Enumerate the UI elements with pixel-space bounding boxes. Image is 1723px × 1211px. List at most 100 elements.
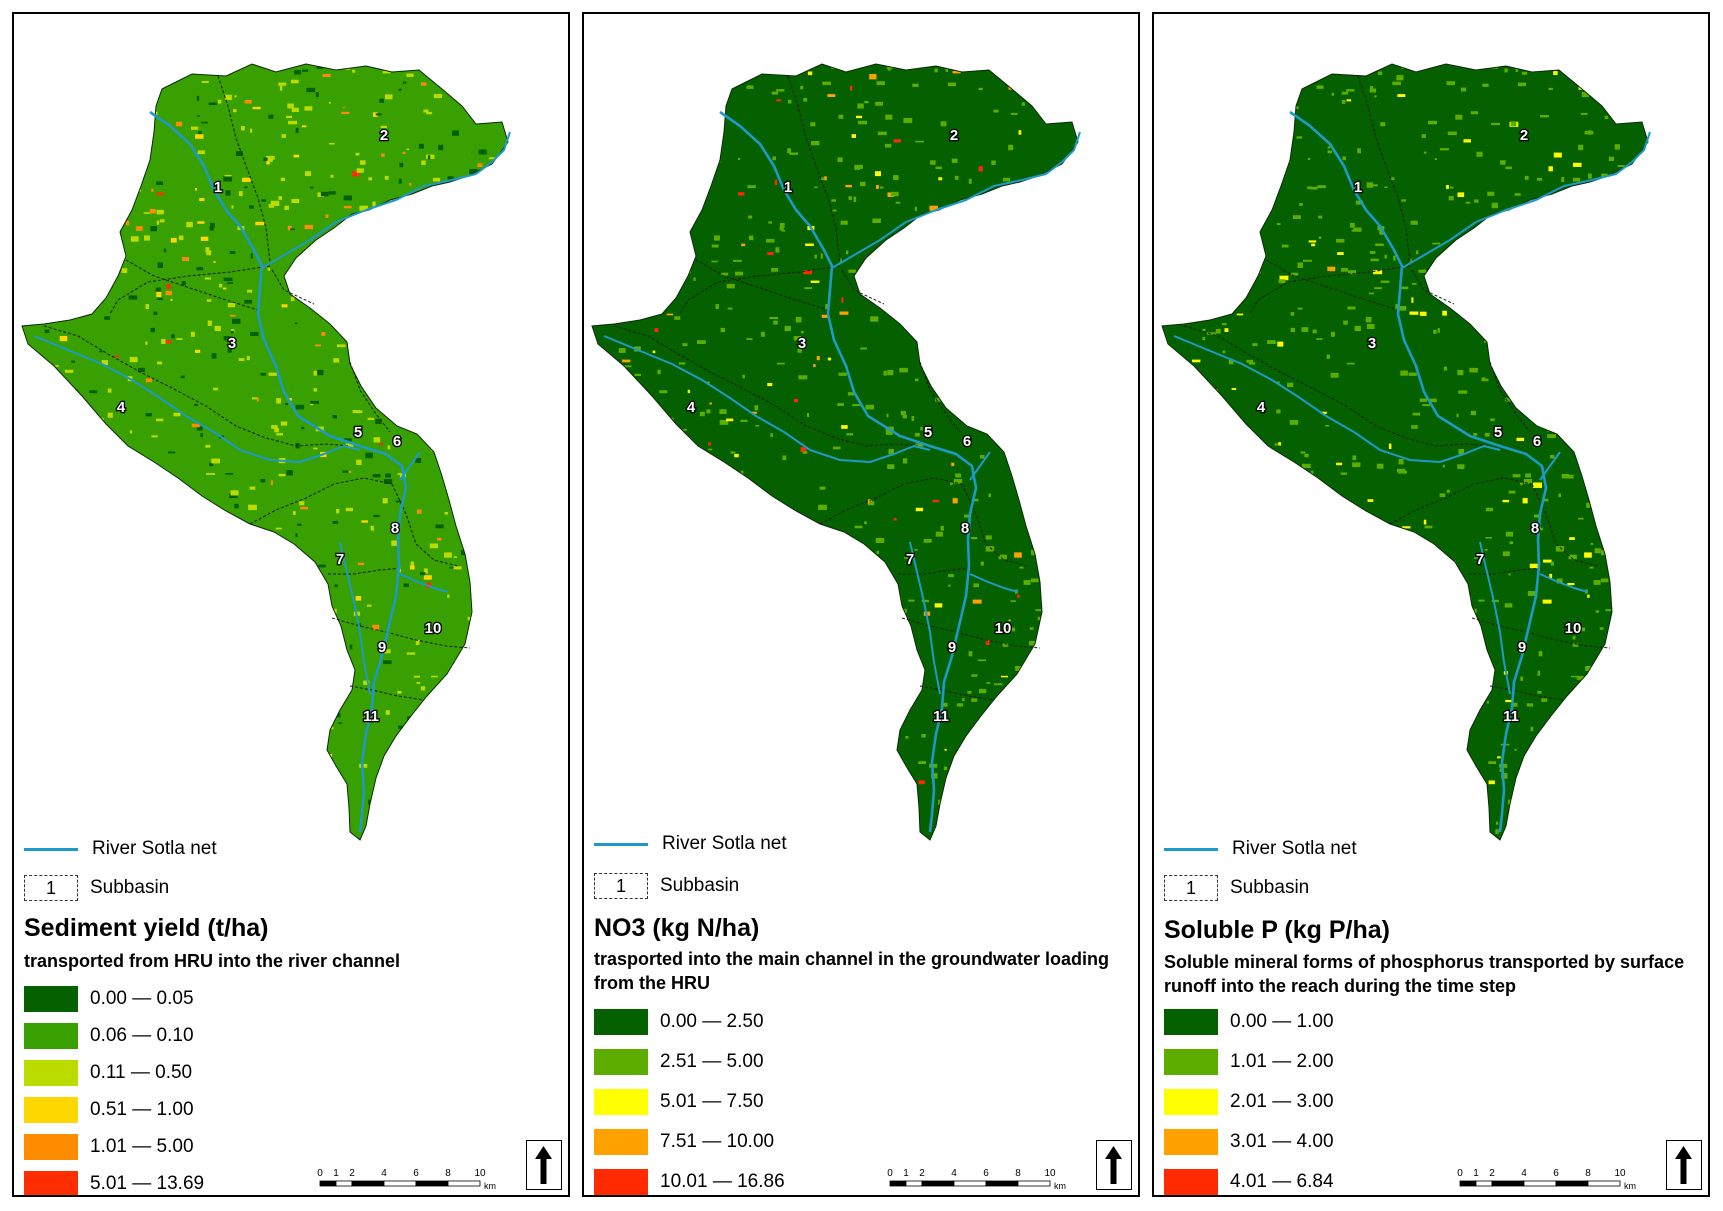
river-line-symbol — [24, 847, 78, 851]
subbasin-boundary — [613, 325, 921, 447]
legend-subbasin-label: Subbasin — [1230, 877, 1310, 898]
legend-river: River Sotla net — [24, 834, 217, 864]
subbasin-boundary — [787, 75, 841, 263]
subbasin-label: 11 — [1503, 708, 1519, 725]
subbasin-label: 11 — [933, 708, 949, 725]
class-item: 0.00 — 0.05 — [24, 980, 204, 1017]
basin-map: 1 2 3 4 5 6 7 8 9 10 11 — [21, 63, 511, 841]
subbasin-label: 5 — [1494, 424, 1502, 441]
subbasin-label: 10 — [1565, 620, 1582, 637]
class-label: 3.01 — 4.00 — [1230, 1131, 1334, 1152]
legend-river-label: River Sotla net — [1232, 838, 1357, 859]
river-tributary — [969, 573, 1019, 593]
scale-bar: 0 1 2 4 6 8 10 km — [887, 1168, 1066, 1191]
subbasin-boundary — [43, 325, 351, 447]
legend-subtitle: trasported into the main channel in the … — [594, 949, 1110, 993]
class-label: 5.01 — 7.50 — [660, 1091, 764, 1112]
subbasin-label: 3 — [228, 335, 236, 352]
scale-segment — [921, 1180, 955, 1187]
scale-tick-label: 1 — [1473, 1168, 1479, 1179]
scale-tick-label: 4 — [1521, 1168, 1527, 1179]
river-tributary — [831, 131, 1081, 269]
subbasin-boundary — [331, 617, 387, 633]
class-swatch — [1164, 1049, 1218, 1075]
subbasin-label: 6 — [393, 433, 401, 450]
scale-segment — [1459, 1180, 1477, 1187]
subbasin-label: 10 — [425, 620, 442, 637]
river-tributary — [909, 541, 941, 695]
river-tributary — [1539, 451, 1561, 481]
river-tributary — [339, 541, 371, 695]
scale-segment — [1555, 1180, 1589, 1187]
map-panel-sediment: 1 2 3 4 5 6 7 8 9 10 11 River Sotla net 1 Subbasin… — [12, 12, 570, 1197]
class-label: 2.51 — 5.00 — [660, 1051, 764, 1072]
class-swatch — [24, 1059, 78, 1086]
river-tributary — [399, 573, 449, 593]
class-swatch — [594, 1089, 648, 1115]
scale-segment — [335, 1180, 353, 1187]
scale-unit: km — [1054, 1181, 1066, 1191]
subbasin-boundary — [901, 617, 957, 633]
subbasin-boundary — [1525, 631, 1611, 649]
class-item: 1.01 — 5.00 — [24, 1128, 204, 1165]
subbasin-boundary — [385, 631, 471, 649]
river-sotla — [1289, 110, 1548, 833]
scale-tick-label: 8 — [1585, 1168, 1591, 1179]
river-tributary — [399, 451, 421, 481]
legend-subtitle: Soluble mineral forms of phosphorus tran… — [1164, 952, 1685, 996]
map-panel-soluble-p: 1 2 3 4 5 6 7 8 9 10 11 River Sotla net 1 Subbasin… — [1152, 12, 1710, 1197]
river-line-symbol — [1164, 847, 1218, 851]
scale-segment — [1587, 1180, 1621, 1187]
class-swatch — [594, 1169, 648, 1195]
class-item: 5.01 — 7.50 — [594, 1082, 785, 1122]
subbasin-label: 7 — [1476, 551, 1484, 568]
class-label: 1.01 — 2.00 — [1230, 1051, 1334, 1072]
scale-tick-label: 10 — [474, 1168, 486, 1179]
subbasin-boundary — [1489, 685, 1565, 701]
subbasin-boundary — [1265, 259, 1399, 311]
legend-river-label: River Sotla net — [662, 833, 787, 854]
river-tributary — [1173, 335, 1501, 463]
subbasin-label: 5 — [924, 424, 932, 441]
subbasin-label: 2 — [950, 127, 958, 144]
subbasin-boundary — [1471, 617, 1527, 633]
scale-segment — [1475, 1180, 1493, 1187]
class-label: 0.06 — 0.10 — [90, 1024, 194, 1046]
subbasin-label: 8 — [1531, 520, 1539, 537]
map-panel-no3: 1 2 3 4 5 6 7 8 9 10 11 River Sotla net 1 Subbasin… — [582, 12, 1140, 1197]
legend-title: Soluble P (kg P/ha) — [1164, 916, 1390, 944]
river-sotla — [149, 110, 408, 833]
class-label: 0.11 — 0.50 — [90, 1061, 193, 1083]
legend-title: NO3 (kg N/ha) — [594, 914, 760, 942]
class-item: 0.06 — 0.10 — [24, 1017, 204, 1054]
legend-river-label: River Sotla net — [92, 838, 217, 859]
subbasin-boundary — [249, 477, 393, 525]
class-label: 0.51 — 1.00 — [90, 1098, 194, 1120]
class-swatch — [1164, 1129, 1218, 1155]
class-legend: 0.00 — 1.00 1.01 — 2.00 2.01 — 3.00 3.01… — [1164, 1002, 1334, 1195]
river-tributary — [1479, 541, 1511, 695]
legend-subbasin: 1 Subbasin — [594, 870, 739, 902]
subbasin-boundary — [1468, 567, 1543, 575]
class-swatch — [24, 1022, 78, 1049]
subbasin-label: 11 — [363, 708, 379, 725]
legend-title: Sediment yield (t/ha) — [24, 914, 269, 942]
subbasin-symbol: 1 — [24, 875, 78, 901]
subbasin-boundary — [125, 259, 259, 311]
class-label: 0.00 — 0.05 — [90, 987, 194, 1009]
scale-tick-label: 0 — [317, 1168, 323, 1179]
scale-tick-label: 6 — [1553, 1168, 1559, 1179]
subbasin-boundary — [695, 259, 829, 311]
scale-tick-label: 1 — [333, 1168, 339, 1179]
subbasin-boundary — [919, 685, 995, 701]
subbasin-label: 9 — [948, 639, 956, 656]
class-item: 1.01 — 2.00 — [1164, 1042, 1334, 1082]
basin-area — [22, 64, 508, 840]
subbasin-label: 4 — [117, 399, 126, 416]
class-item: 10.01 — 16.86 — [594, 1162, 785, 1195]
scale-tick-label: 0 — [887, 1168, 893, 1179]
subbasin-label: 9 — [1518, 639, 1526, 656]
class-label: 0.00 — 1.00 — [1230, 1011, 1334, 1032]
subbasin-label: 7 — [906, 551, 914, 568]
river-tributary — [969, 451, 991, 481]
